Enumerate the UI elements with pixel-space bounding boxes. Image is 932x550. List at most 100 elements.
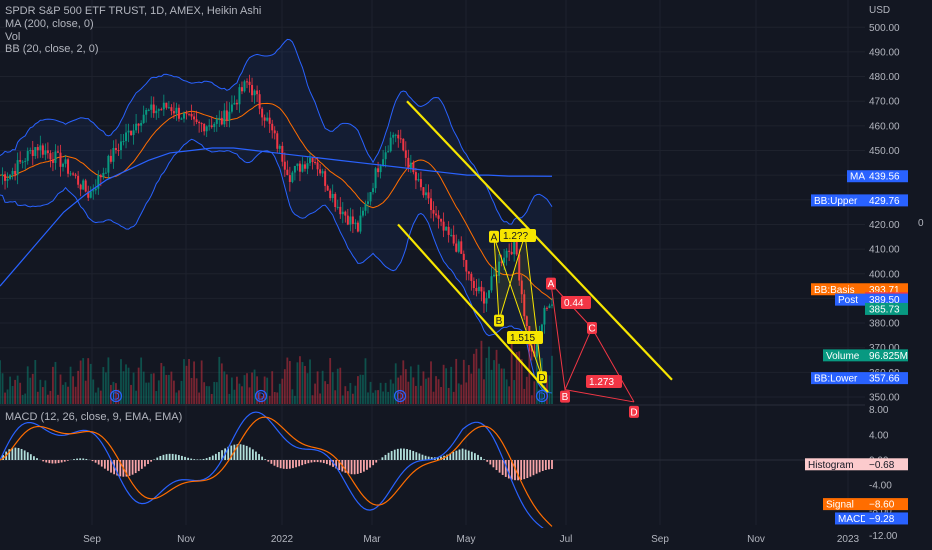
macd-tick: -4.00 (869, 481, 892, 492)
time-tick: Sep (83, 534, 101, 545)
candle-body (6, 178, 9, 181)
volume-bar (59, 374, 62, 404)
volume-bar (135, 390, 138, 404)
volume-bar (165, 374, 168, 404)
candle-body (291, 172, 294, 182)
histogram-bar (218, 452, 220, 460)
candle-body (160, 109, 163, 111)
volume-bar (341, 395, 344, 404)
histogram-bar (335, 460, 338, 469)
histogram-bar (171, 453, 174, 460)
candle-body (311, 157, 314, 162)
price-tag: BB:Upper 429.76 (811, 194, 908, 207)
bollinger-bands (0, 38, 553, 394)
candle-body (293, 165, 296, 173)
histogram-bar (251, 449, 254, 460)
candle-body (442, 221, 445, 231)
histogram-bar (227, 446, 230, 460)
currency-label: USD (869, 5, 890, 16)
volume-bar (89, 363, 92, 404)
bb-upper-line (0, 38, 553, 225)
volume-bar (248, 387, 251, 404)
histogram-bar (504, 460, 507, 477)
volume-bar (233, 389, 236, 404)
histogram-bar (455, 450, 458, 460)
candle-body (218, 117, 221, 120)
volume-bar (324, 381, 327, 404)
candle-body (200, 123, 203, 125)
histogram-bar (344, 460, 347, 473)
volume-bar (329, 358, 332, 404)
price-tick: 500.00 (869, 23, 900, 34)
volume-bar (52, 366, 54, 404)
candle-body (256, 90, 259, 95)
candle-body (132, 130, 135, 136)
candle-body (276, 133, 279, 149)
candle-body (72, 173, 75, 175)
candle-body (183, 113, 185, 119)
histogram-bar (8, 449, 11, 460)
proj-c-label: C (588, 323, 595, 334)
histogram-bar (461, 448, 464, 460)
marker-circle (393, 389, 407, 403)
candle-body (374, 168, 377, 189)
histogram-bar (11, 447, 14, 460)
candle-body (77, 175, 80, 185)
volume-bar (472, 353, 475, 404)
volume-bar (462, 359, 465, 404)
candle-body (551, 304, 553, 306)
volume-bar (404, 369, 407, 404)
price-tick: 380.00 (869, 319, 900, 330)
candle-body (253, 90, 256, 96)
candle-body (503, 257, 506, 263)
histogram-bar (449, 453, 452, 460)
candle-body (14, 170, 17, 175)
candle-body (447, 226, 450, 235)
histogram-bar (418, 453, 421, 460)
proj-a: A (546, 277, 556, 290)
candle-body (314, 161, 317, 163)
candle-body (268, 117, 271, 124)
histogram-bar (255, 451, 257, 460)
candle-body (493, 274, 496, 277)
histogram-bar (119, 460, 122, 477)
volume-bar (475, 348, 478, 404)
point-d: D (537, 371, 547, 384)
volume-bar (243, 375, 246, 404)
proj-c: C (587, 321, 597, 334)
candle-body (99, 175, 102, 178)
histogram-bar (541, 460, 544, 472)
candle-body (109, 155, 112, 162)
volume-bar (160, 362, 163, 404)
price-tag: BB:Lower 357.66 (811, 372, 908, 385)
tag-label-box (823, 349, 865, 362)
histogram-bar (338, 460, 341, 471)
histogram-bar (60, 460, 63, 463)
volume-bar (296, 362, 299, 404)
volume-bar (273, 392, 276, 404)
signal-line (0, 416, 553, 527)
volume-bar (351, 393, 354, 404)
volume-bar (178, 390, 180, 404)
candle-body (208, 125, 211, 127)
histogram-bar (384, 454, 387, 460)
volume-bar (230, 377, 233, 404)
candle-body (480, 286, 483, 292)
candle-body (150, 104, 153, 110)
histogram-bar (239, 444, 242, 460)
volume-bar (500, 368, 503, 404)
tag-value-box (865, 170, 908, 183)
point-b-label: B (496, 316, 503, 327)
volume-bar (263, 376, 266, 404)
histogram-bar (57, 460, 60, 464)
candle-body (525, 316, 528, 326)
volume-bar (188, 359, 190, 404)
histogram-bar (415, 452, 418, 460)
tag-value: 96.825M (869, 351, 908, 362)
histogram-bar (375, 460, 378, 463)
candle-body (326, 185, 329, 191)
histogram-bar (356, 460, 359, 474)
candle-body (286, 169, 289, 176)
volume-bar (346, 391, 349, 404)
